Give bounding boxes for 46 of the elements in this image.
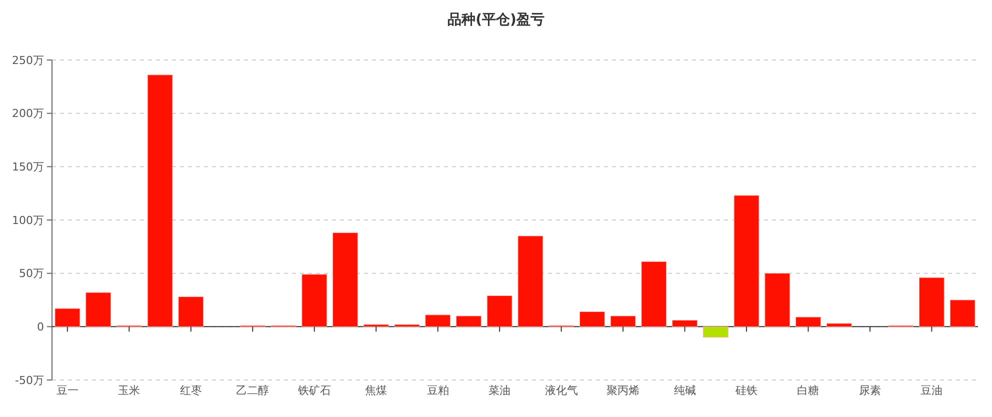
bar (796, 316, 821, 327)
bar (178, 296, 204, 327)
bar (456, 316, 482, 327)
y-tick-label: -50万 (15, 374, 44, 387)
bar (672, 320, 698, 327)
bar (302, 274, 328, 327)
bar (734, 195, 760, 327)
x-tick-label: 菜油 (488, 384, 511, 397)
x-tick-label: 硅铁 (734, 384, 758, 397)
x-tick-label: 豆一 (56, 384, 78, 397)
x-tick-label: 纯碱 (674, 384, 696, 397)
bar (826, 323, 852, 327)
x-tick-label: 红枣 (180, 384, 202, 397)
bar (332, 232, 358, 327)
bar (518, 236, 544, 327)
x-tick-label: 尿素 (858, 384, 881, 397)
x-tick-label: 铁矿石 (296, 384, 331, 397)
bar (425, 314, 451, 327)
y-tick-label: 150万 (12, 160, 44, 174)
bar (147, 74, 173, 327)
y-tick-label: 100万 (12, 214, 44, 227)
x-tick-label: 乙二醇 (236, 384, 270, 397)
x-tick-label: 焦煤 (365, 384, 388, 397)
bar (86, 292, 111, 327)
x-tick-label: 玉米 (118, 384, 140, 397)
bar (363, 324, 389, 327)
x-tick-label: 豆粕 (426, 384, 449, 397)
y-tick-label: 200万 (12, 107, 44, 120)
x-tick-label: 白糖 (797, 384, 820, 397)
bar (919, 277, 944, 327)
y-tick-label: 250万 (12, 54, 44, 67)
bar (394, 324, 420, 327)
x-tick-label: 豆油 (920, 384, 943, 397)
bar (764, 273, 790, 327)
bar (641, 261, 667, 327)
bar (579, 311, 605, 327)
x-tick-label: 液化气 (544, 384, 578, 397)
y-tick-label: 50万 (19, 267, 44, 280)
chart-title: 品种(平仓)盈亏 (448, 12, 544, 28)
bar (950, 300, 976, 327)
x-tick-label: 聚丙烯 (606, 384, 640, 397)
y-tick-label: 0 (37, 320, 44, 334)
bar (486, 295, 512, 327)
bar (702, 326, 728, 338)
bar (610, 316, 636, 327)
bar (54, 308, 80, 327)
